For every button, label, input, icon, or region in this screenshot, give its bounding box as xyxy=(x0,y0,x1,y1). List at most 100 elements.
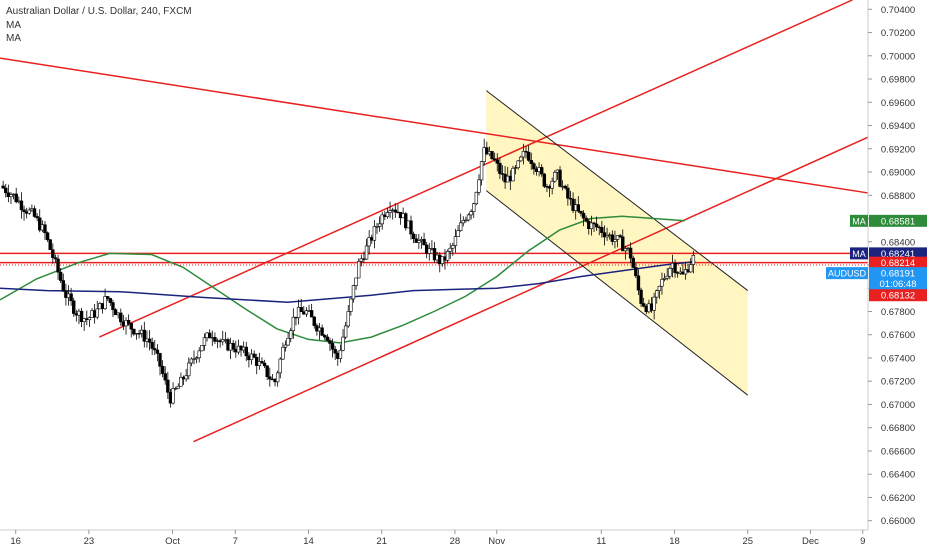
price-tag-name-bg-0 xyxy=(850,214,868,227)
candle-body-1 xyxy=(4,187,8,194)
candle-body-30 xyxy=(79,310,84,322)
candle-body-88 xyxy=(231,342,235,350)
candle-body-7 xyxy=(19,200,24,211)
candle-body-233 xyxy=(610,234,615,242)
candle-body-127 xyxy=(333,348,337,354)
candle-body-39 xyxy=(103,296,107,309)
candle-body-223 xyxy=(584,217,588,222)
candle-body-113 xyxy=(296,307,301,318)
candle-body-253 xyxy=(662,277,667,280)
candle-body-157 xyxy=(411,233,416,240)
candle-body-150 xyxy=(393,209,398,213)
candle-body-211 xyxy=(553,172,557,182)
candle-body-215 xyxy=(563,185,567,189)
trend-line-5[interactable] xyxy=(485,90,749,291)
candle-body-257 xyxy=(673,262,677,273)
candle-body-99 xyxy=(260,361,264,364)
candle-body-229 xyxy=(600,227,604,233)
y-tick-label-0: 0.70400 xyxy=(881,5,915,16)
candle-body-119 xyxy=(312,316,316,326)
trend-line-6[interactable] xyxy=(485,190,749,396)
candle-body-156 xyxy=(409,220,413,235)
price-tag-bg-3 xyxy=(869,267,927,280)
candle-body-175 xyxy=(458,222,463,231)
candle-body-61 xyxy=(160,365,165,374)
candle-body-118 xyxy=(309,310,314,318)
chart-title: Australian Dollar / U.S. Dollar, 240, FX… xyxy=(6,6,192,17)
candle-body-22 xyxy=(58,271,63,281)
candle-body-43 xyxy=(113,309,118,316)
candle-body-231 xyxy=(605,235,609,238)
x-tick-label-12: 9 xyxy=(860,536,865,547)
candle-body-68 xyxy=(179,376,183,387)
candle-body-227 xyxy=(594,223,599,228)
price-tag-value-3: 0.68191 xyxy=(881,269,915,280)
candle-body-81 xyxy=(213,337,217,342)
candle-body-249 xyxy=(652,296,656,311)
y-tick-label-17: 0.67000 xyxy=(881,400,915,411)
candle-body-148 xyxy=(388,210,392,213)
price-tag-name-0: MA xyxy=(852,216,866,226)
y-tick-label-19: 0.66600 xyxy=(881,446,915,457)
candle-body-123 xyxy=(323,335,327,338)
candle-body-42 xyxy=(111,302,115,310)
candle-body-217 xyxy=(568,197,573,200)
candle-body-0 xyxy=(1,185,5,189)
candle-body-254 xyxy=(665,275,669,279)
candle-body-105 xyxy=(275,372,280,383)
y-tick-label-16: 0.67200 xyxy=(881,377,915,388)
x-tick-label-5: 21 xyxy=(376,536,387,547)
x-tick-label-8: 11 xyxy=(596,536,606,547)
candle-body-8 xyxy=(22,209,26,213)
candle-body-225 xyxy=(589,222,594,229)
candle-body-116 xyxy=(304,310,309,315)
y-tick-label-10: 0.68400 xyxy=(881,237,915,248)
price-tag-bg-1 xyxy=(869,247,927,260)
trend-line-1[interactable] xyxy=(99,0,853,338)
candle-body-200 xyxy=(524,150,528,153)
candle-body-114 xyxy=(299,307,303,313)
x-tick-label-7: Nov xyxy=(488,536,505,547)
candle-body-220 xyxy=(576,204,581,212)
candle-body-226 xyxy=(592,222,596,225)
candle-body-13 xyxy=(35,216,39,219)
candle-body-102 xyxy=(268,376,272,380)
candle-body-101 xyxy=(265,365,269,378)
price-tag-name-bg-3 xyxy=(826,267,868,280)
candle-body-195 xyxy=(511,167,515,182)
y-tick-label-5: 0.69400 xyxy=(881,121,915,132)
candle-body-181 xyxy=(474,191,479,205)
candle-body-33 xyxy=(87,317,92,321)
candle-body-77 xyxy=(202,337,207,346)
candle-body-161 xyxy=(422,239,426,246)
candle-body-96 xyxy=(252,353,256,358)
price-tag-name-3: AUDUSD xyxy=(828,269,867,279)
price-tag-bg-2 xyxy=(869,256,927,269)
price-tag-value-0: 0.68581 xyxy=(881,216,915,227)
price-tag-value-5: 0.68132 xyxy=(881,291,915,302)
indicator-label-2: MA xyxy=(6,33,21,44)
candle-body-221 xyxy=(579,210,583,214)
candle-body-109 xyxy=(286,337,290,346)
trend-line-2[interactable] xyxy=(193,136,869,443)
candle-body-130 xyxy=(341,336,345,351)
candle-body-132 xyxy=(346,311,350,327)
candle-body-216 xyxy=(566,187,570,199)
candle-body-21 xyxy=(56,258,60,273)
candle-body-40 xyxy=(106,296,110,299)
candle-body-60 xyxy=(158,353,162,367)
candle-body-48 xyxy=(126,320,131,324)
candle-body-252 xyxy=(660,279,664,287)
price-tag-name-bg-1 xyxy=(850,247,868,260)
candle-body-159 xyxy=(417,240,421,243)
candle-body-70 xyxy=(184,375,188,380)
candle-body-100 xyxy=(262,362,267,367)
candle-body-171 xyxy=(448,247,452,252)
candle-body-49 xyxy=(129,322,133,330)
trend-line-0[interactable] xyxy=(0,57,869,194)
x-tick-label-4: 14 xyxy=(303,536,314,547)
candle-body-107 xyxy=(281,346,285,360)
candle-body-165 xyxy=(432,248,437,261)
candle-body-206 xyxy=(540,167,544,175)
